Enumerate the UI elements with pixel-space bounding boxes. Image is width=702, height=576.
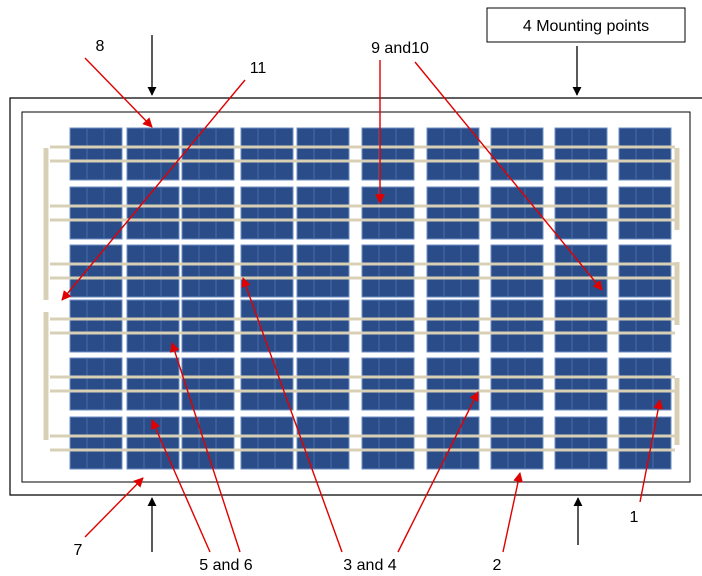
cell: [69, 299, 123, 353]
cell: [126, 299, 180, 353]
cell: [296, 244, 350, 298]
cell: [126, 357, 180, 411]
cell: [240, 127, 294, 181]
cell: [490, 186, 544, 240]
cell: [126, 244, 180, 298]
cell: [69, 416, 123, 470]
cell: [181, 357, 235, 411]
cell: [240, 416, 294, 470]
cell: [181, 186, 235, 240]
cell: [361, 299, 415, 353]
cell: [296, 299, 350, 353]
cell: [126, 416, 180, 470]
cell: [426, 244, 480, 298]
cell: [240, 186, 294, 240]
cell: [490, 244, 544, 298]
cell: [69, 357, 123, 411]
cells: [69, 127, 672, 470]
inner-frame: [21, 111, 691, 483]
cell: [296, 416, 350, 470]
cell: [490, 357, 544, 411]
cell: [554, 244, 608, 298]
cell: [240, 357, 294, 411]
cell: [618, 416, 672, 470]
cell: [554, 299, 608, 353]
cell: [490, 416, 544, 470]
cell: [361, 416, 415, 470]
cell: [181, 127, 235, 181]
mounting-box: [486, 7, 686, 43]
label: 4 Mounting points: [523, 18, 649, 35]
cell: [490, 127, 544, 181]
cell: [361, 127, 415, 181]
cell: [361, 186, 415, 240]
cell: [69, 244, 123, 298]
cell: [554, 357, 608, 411]
cell: [426, 357, 480, 411]
cell: [554, 186, 608, 240]
cell: [69, 186, 123, 240]
busbars: [43, 145, 680, 452]
cell: [126, 127, 180, 181]
label: 11: [250, 60, 267, 77]
cell: [240, 244, 294, 298]
cell: [618, 357, 672, 411]
red-arrows: [61, 57, 664, 553]
outer-frame: [9, 97, 702, 496]
cell: [554, 416, 608, 470]
label: 1: [630, 509, 639, 526]
label: 5 and 6: [199, 557, 252, 574]
cell: [361, 244, 415, 298]
cell: [361, 357, 415, 411]
cell: [296, 357, 350, 411]
cell: [426, 186, 480, 240]
cell: [126, 186, 180, 240]
mounting-arrows: [147, 35, 583, 552]
cell: [181, 299, 235, 353]
cell: [618, 127, 672, 181]
cell: [181, 244, 235, 298]
cell: [618, 299, 672, 353]
cell: [554, 127, 608, 181]
cell: [426, 299, 480, 353]
label: 2: [493, 557, 502, 574]
label: 3 and 4: [343, 557, 396, 574]
label: 7: [74, 542, 83, 559]
cell: [426, 127, 480, 181]
cell: [490, 299, 544, 353]
cell: [69, 127, 123, 181]
label: 9 and10: [371, 40, 429, 57]
cell: [296, 127, 350, 181]
label: 8: [96, 38, 105, 55]
cell: [296, 186, 350, 240]
cell: [181, 416, 235, 470]
cell: [618, 244, 672, 298]
cell: [618, 186, 672, 240]
